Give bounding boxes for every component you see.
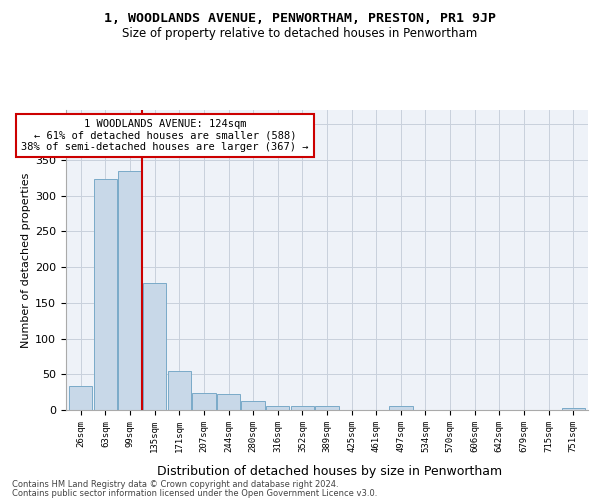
Bar bbox=[167, 370, 191, 410]
Bar bbox=[562, 408, 585, 410]
Bar bbox=[290, 406, 314, 410]
Bar bbox=[266, 406, 289, 410]
Text: Contains public sector information licensed under the Open Government Licence v3: Contains public sector information licen… bbox=[12, 488, 377, 498]
Text: 1 WOODLANDS AVENUE: 124sqm
← 61% of detached houses are smaller (588)
38% of sem: 1 WOODLANDS AVENUE: 124sqm ← 61% of deta… bbox=[22, 119, 309, 152]
Text: Contains HM Land Registry data © Crown copyright and database right 2024.: Contains HM Land Registry data © Crown c… bbox=[12, 480, 338, 489]
Bar bbox=[69, 386, 92, 410]
Text: Distribution of detached houses by size in Penwortham: Distribution of detached houses by size … bbox=[157, 464, 503, 477]
Bar bbox=[118, 170, 142, 410]
Bar bbox=[94, 180, 117, 410]
Bar bbox=[143, 283, 166, 410]
Bar bbox=[192, 393, 215, 410]
Text: 1, WOODLANDS AVENUE, PENWORTHAM, PRESTON, PR1 9JP: 1, WOODLANDS AVENUE, PENWORTHAM, PRESTON… bbox=[104, 12, 496, 26]
Text: Size of property relative to detached houses in Penwortham: Size of property relative to detached ho… bbox=[122, 28, 478, 40]
Bar bbox=[389, 406, 413, 410]
Bar bbox=[217, 394, 240, 410]
Bar bbox=[316, 406, 338, 410]
Bar bbox=[241, 400, 265, 410]
Y-axis label: Number of detached properties: Number of detached properties bbox=[21, 172, 31, 348]
